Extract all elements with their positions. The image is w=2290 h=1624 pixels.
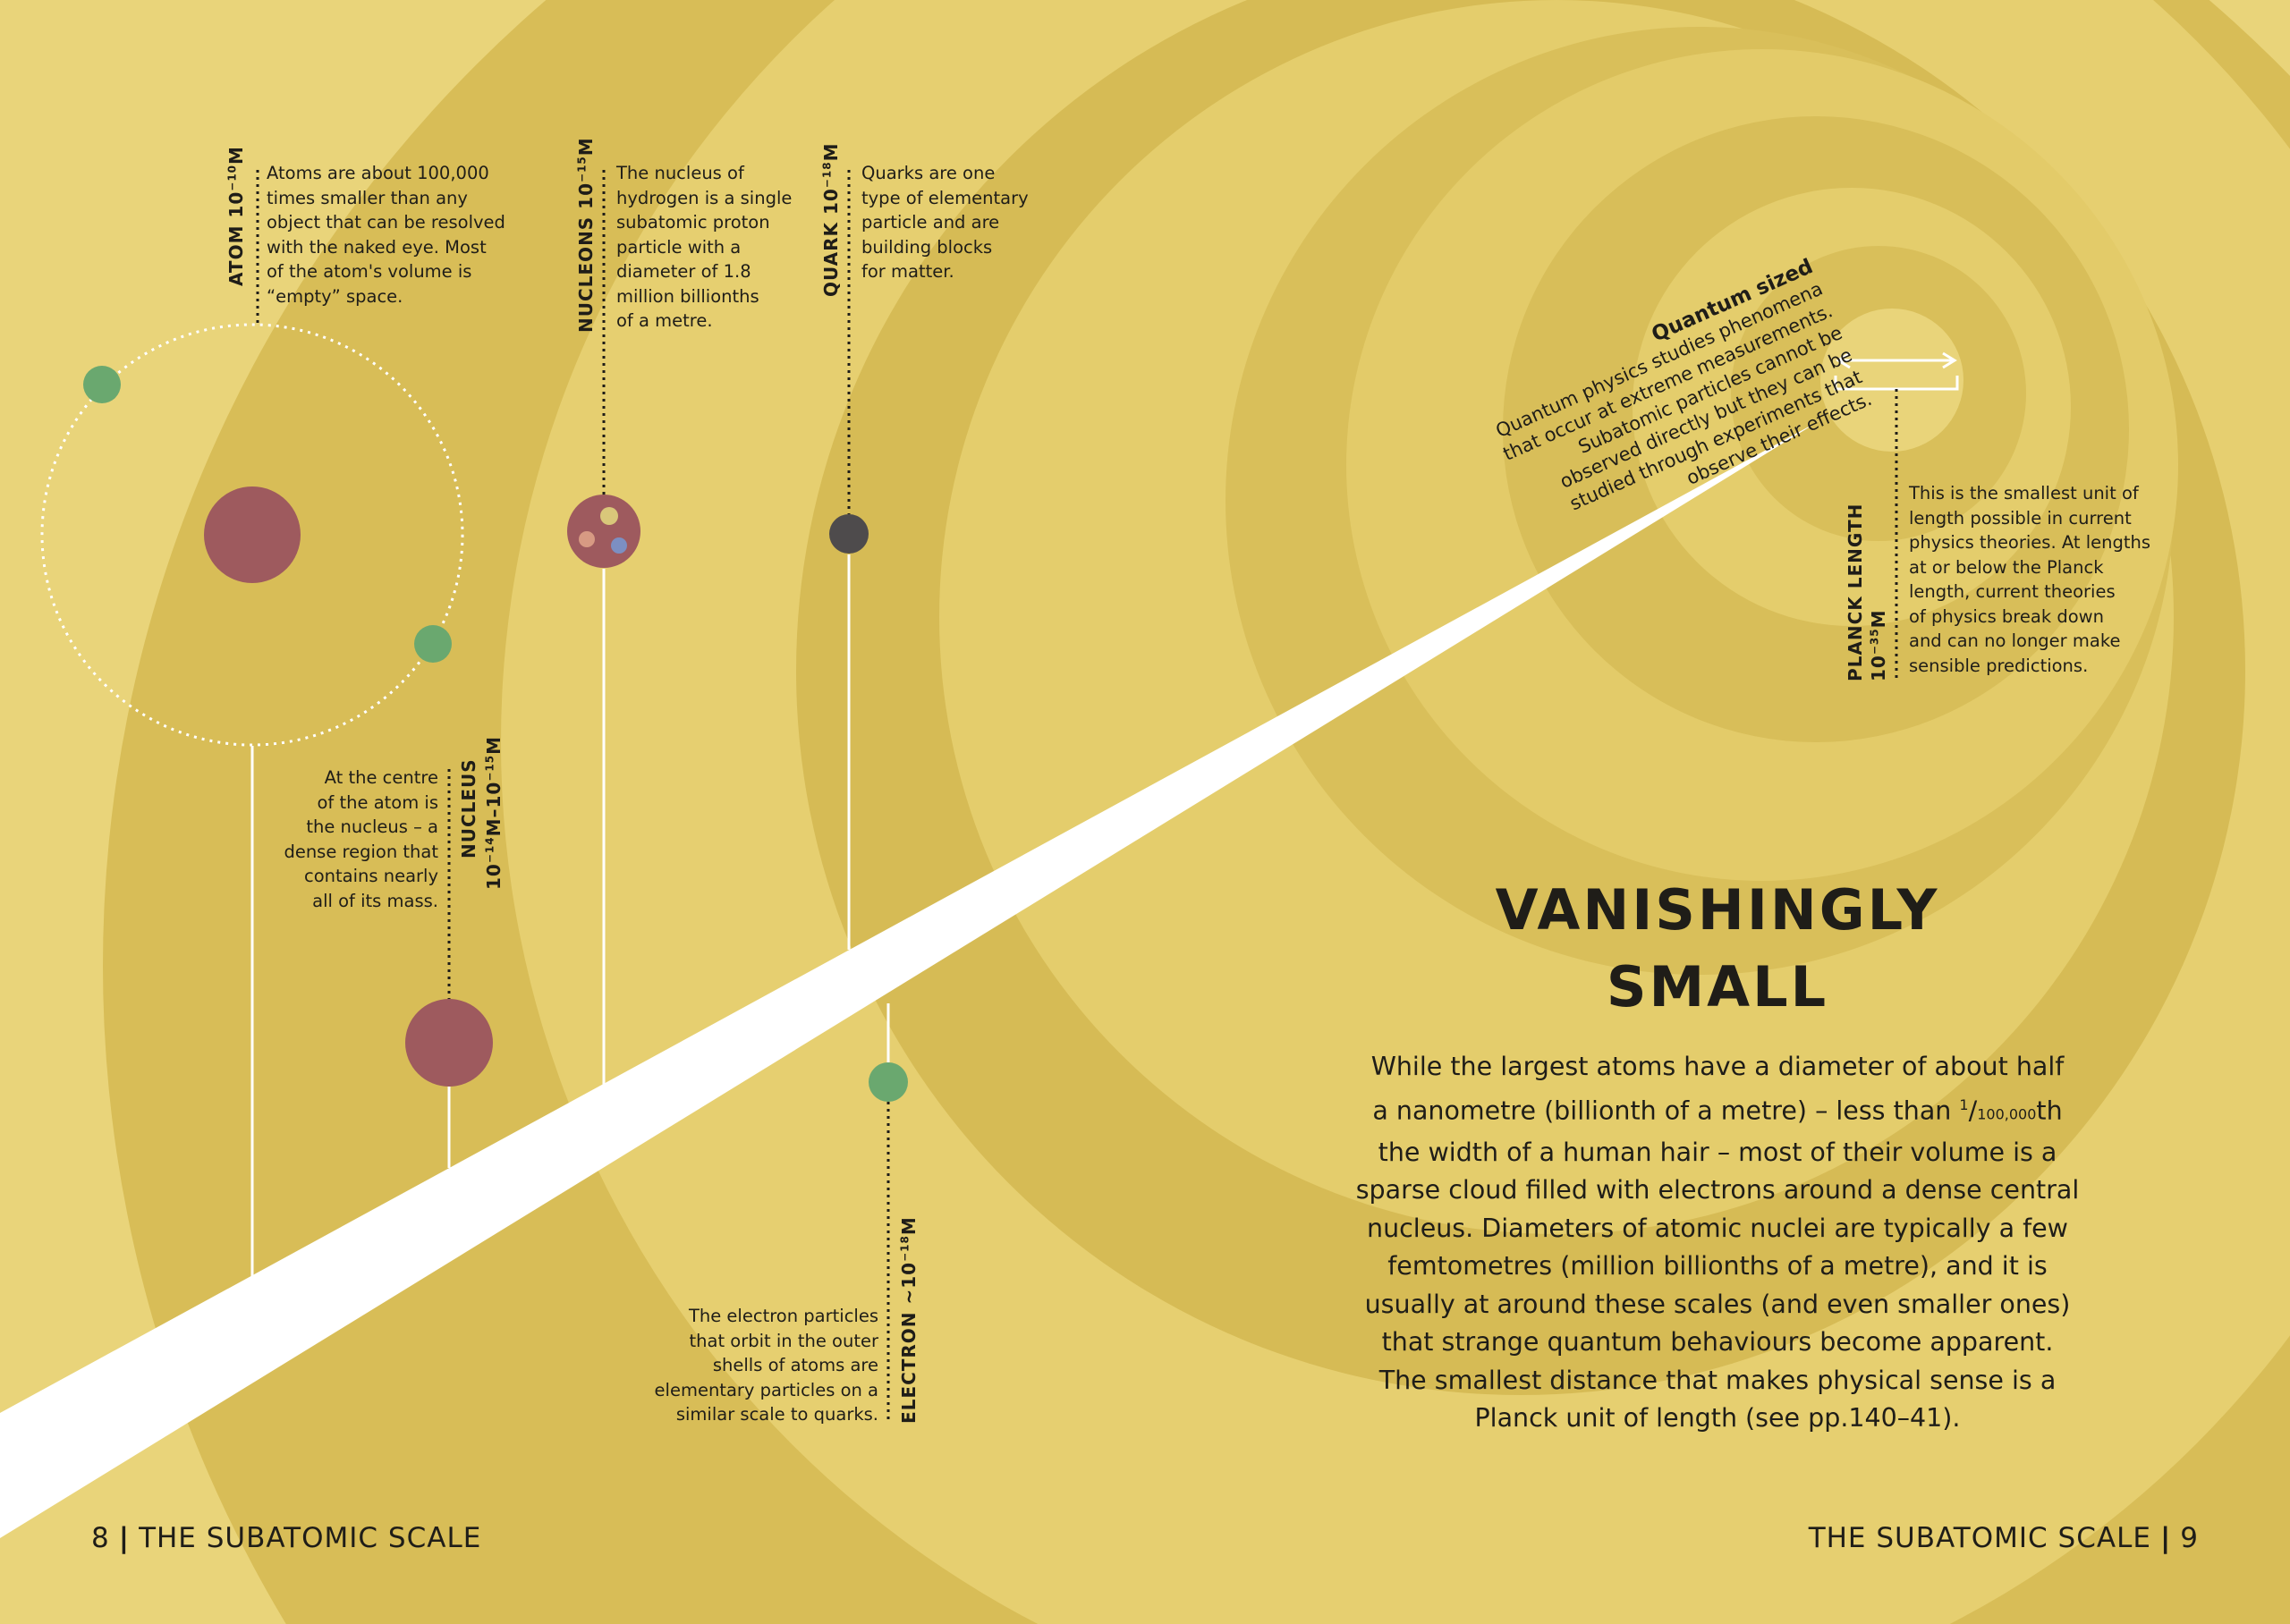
running-head-left: THE SUBATOMIC SCALE	[139, 1522, 482, 1554]
atom-nucleus	[204, 486, 301, 583]
electron-description: The electron particles that orbit in the…	[654, 1306, 878, 1425]
ring-11	[1820, 309, 1963, 452]
planck-description: This is the smallest unit of length poss…	[1909, 483, 2151, 676]
nucleon-proton	[567, 495, 640, 568]
footer-right: THE SUBATOMIC SCALE | 9	[1808, 1522, 2199, 1554]
planck-value: 10−35M	[1868, 609, 1889, 681]
page-number-right: 9	[2180, 1522, 2199, 1554]
atom-label: ATOM 10−10M	[225, 146, 247, 286]
atom-description: Atoms are about 100,000 times smaller th…	[267, 163, 505, 307]
body-paragraph: While the largest atoms have a diameter …	[1355, 1052, 2080, 1433]
page-number-left: 8	[91, 1522, 110, 1554]
beam	[0, 420, 1820, 1538]
quark-label: QUARK 10−18M	[820, 142, 842, 297]
running-head-right: THE SUBATOMIC SCALE	[1808, 1522, 2151, 1554]
atom-electron-2	[414, 625, 452, 663]
page-title: VANISHINGLY SMALL	[1495, 877, 1940, 1019]
quark-blue	[611, 537, 627, 554]
quark-pink	[579, 531, 595, 547]
nucleons-description: The nucleus of hydrogen is a single suba…	[616, 163, 793, 331]
nucleus-label: NUCLEUS	[458, 758, 479, 859]
footer-left: 8 | THE SUBATOMIC SCALE	[91, 1522, 482, 1554]
planck-label: PLANCK LENGTH	[1845, 503, 1866, 681]
atom-electron-1	[83, 366, 121, 403]
quark-dot	[829, 514, 869, 554]
quark-yellow	[600, 507, 618, 525]
electron-label: ELECTRON ~10−18M	[898, 1216, 920, 1424]
nucleus-description: At the centre of the atom is the nucleus…	[284, 767, 438, 911]
quark-description: Quarks are one type of elementary partic…	[861, 163, 1029, 282]
nucleus-dot	[405, 999, 493, 1087]
electron-dot	[869, 1062, 908, 1102]
nucleons-label: NUCLEONS 10−15M	[575, 137, 597, 333]
atom-orbit	[40, 323, 464, 747]
nucleus-range: 10−14M–10−15M	[483, 735, 505, 890]
